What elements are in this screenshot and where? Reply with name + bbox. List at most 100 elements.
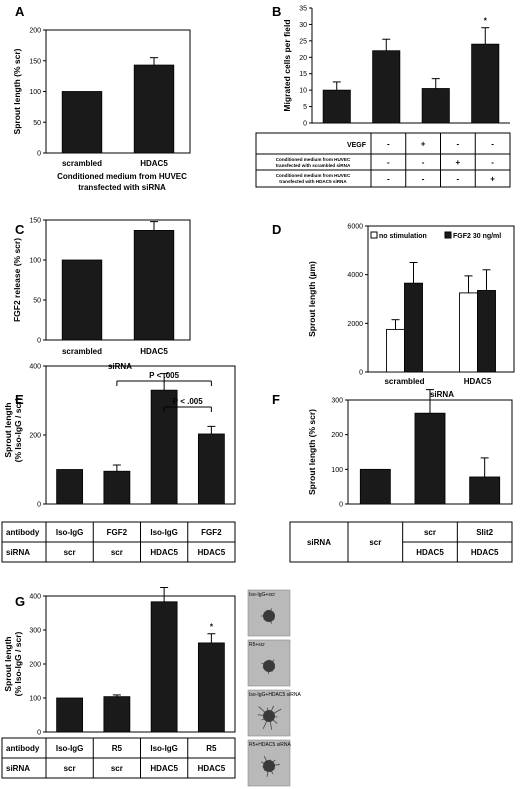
x-tick-label: scrambled [384,377,424,386]
spheroid [263,710,275,722]
panel-label: G [15,594,25,609]
table-cell: + [490,175,495,184]
y-axis-label: Sprout length (% scr) [12,48,22,134]
panel-f: F 0 100 200 300 Sprout length (% scr) siRNA scr… [272,389,513,563]
table-cell: scr [369,538,381,547]
y-tick-label: 300 [331,398,343,405]
table-cell: - [387,158,390,167]
spheroid [263,760,275,772]
table-cell: HDAC5 [198,548,226,557]
row-label: antibody [6,744,40,753]
bar [133,229,175,341]
panel-b: B 0 5 10 15 20 25 30 35 * Migrated cells per field… [255,4,511,188]
table-cell: - [491,140,494,149]
panel-label: B [272,4,281,19]
row-label: transfected with HDAC5 siRNA [279,179,347,184]
row-label: antibody [6,528,40,537]
row-label: Conditioned medium from HUVEC [276,173,351,178]
table-cell: scr [64,764,76,773]
y-axis-label: Sprout length [3,636,13,691]
row-label: transfected with scrambled siRNA [276,163,351,168]
table-cell: HDAC5 [471,548,499,557]
y-tick-label: 10 [299,88,307,95]
y-tick-label: 100 [29,696,41,703]
table-cell: scr [64,548,76,557]
y-axis-label: FGF2 release (% scr) [12,238,22,322]
y-tick-label: 20 [299,55,307,62]
x-tick-label: HDAC5 [140,159,168,168]
bar [359,468,391,505]
significance-mark: * [484,17,488,26]
panel-g: G 0 100 200 300 400 * Sprout length (% Iso-IgG /… [1,587,301,787]
y-tick-label: 30 [299,22,307,29]
y-tick-label: 100 [29,89,41,96]
y-tick-label: 2000 [347,321,363,328]
x-tick-label: HDAC5 [140,347,168,356]
y-tick-label: 400 [29,364,41,371]
bar [421,88,450,124]
row-label: Conditioned medium from HUVEC [276,157,351,162]
y-tick-label: 4000 [347,272,363,279]
bar [197,433,225,505]
bar [469,476,501,505]
y-axis-label: (% Iso-IgG / scr) [13,397,23,462]
bar [56,469,84,505]
y-tick-label: 150 [29,218,41,225]
significance-label: P < .005 [149,371,179,380]
panel-e: E 0 200 400 P < .005 P < .005 Sprout length (% … [1,364,236,563]
y-tick-label: 15 [299,71,307,78]
table-cell: + [456,158,461,167]
bar [56,697,84,733]
x-axis-label: siRNA [430,390,454,399]
panel-label: E [15,392,24,407]
x-tick-label: scrambled [62,159,102,168]
table-cell: - [457,175,460,184]
y-axis-label: (% Iso-IgG / scr) [13,631,23,696]
bar [133,64,175,154]
bar [386,328,405,373]
spheroid [263,610,275,622]
bar [459,292,478,373]
table-cell: scr [424,528,436,537]
table-cell: - [422,175,425,184]
image-label: R5+HDAC5 siRNA [249,742,291,748]
y-tick-label: 0 [37,151,41,158]
bar [61,91,103,154]
bar [471,43,500,124]
plot-frame [367,225,515,373]
table-cell: Iso-IgG [56,744,84,753]
panel-label: C [15,222,25,237]
condition-table [255,132,511,188]
y-tick-label: 100 [331,467,343,474]
y-tick-label: 200 [29,433,41,440]
micrograph-image [247,639,291,687]
x-axis-label: transfected with siRNA [78,183,166,192]
x-axis-label: Conditioned medium from HUVEC [57,172,187,181]
table-cell: Iso-IgG [150,744,178,753]
image-label: R5+scr [249,642,265,648]
y-axis-label: Sprout length [3,402,13,457]
table-cell: - [422,158,425,167]
y-tick-label: 200 [29,28,41,35]
panel-label: A [15,4,25,19]
bar [477,290,496,373]
spheroid [263,660,275,672]
panel-a: A 0 50 100 150 200 scrambled HDAC5 Sprout length… [12,4,191,192]
table-cell: - [387,175,390,184]
table-cell: Iso-IgG [150,528,178,537]
panel-label: D [272,222,281,237]
legend-label: no stimulation [379,233,427,240]
y-tick-label: 0 [37,502,41,509]
table-cell: - [457,140,460,149]
table-cell: HDAC5 [150,764,178,773]
bar [150,601,178,733]
y-tick-label: 50 [33,120,41,127]
y-tick-label: 0 [359,370,363,377]
table-cell: HDAC5 [150,548,178,557]
row-label: VEGF [347,142,367,149]
micrograph-image [247,689,291,737]
table-cell: HDAC5 [198,764,226,773]
panel-d: D 0 2000 4000 6000 scrambled HDAC5 no stimulati… [272,222,515,399]
legend-swatch [444,231,452,239]
significance-label: P < .005 [173,397,203,406]
